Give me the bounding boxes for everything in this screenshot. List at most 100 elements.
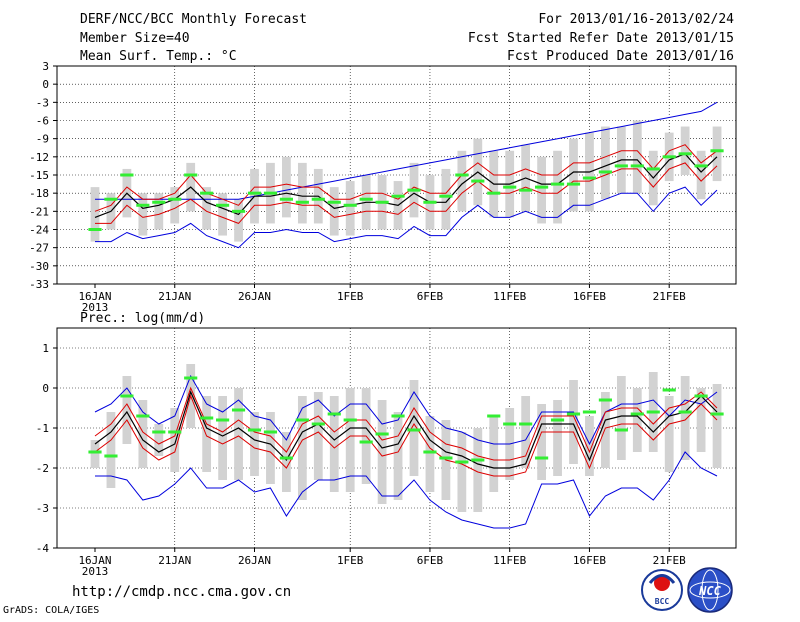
observed-marker [710, 149, 724, 153]
plot-frame [56, 327, 737, 549]
x-year-label: 2013 [82, 565, 109, 578]
ensemble-box [409, 380, 419, 476]
ensemble-box [234, 388, 243, 480]
x-tick-label: 21JAN [158, 290, 191, 303]
y-tick-label: -12 [29, 151, 49, 164]
observed-marker [200, 416, 214, 420]
grads-credit: GrADS: COLA/IGES [3, 605, 99, 616]
y-tick-label: -15 [29, 169, 49, 182]
ensemble-box [696, 388, 706, 452]
y-tick-label: -33 [29, 278, 49, 291]
x-tick-label: 16JAN [78, 554, 111, 567]
ensemble-box [345, 181, 355, 236]
observed-marker [503, 422, 517, 426]
ensemble-box [170, 187, 180, 224]
x-tick-label: 1FEB [337, 554, 364, 567]
observed-marker [423, 200, 437, 204]
observed-marker [662, 388, 676, 392]
ensemble-box [202, 187, 212, 230]
observed-marker [295, 200, 309, 204]
observed-marker [630, 164, 644, 168]
observed-marker [550, 182, 565, 186]
y-tick-label: -30 [29, 260, 49, 273]
observed-marker [614, 164, 628, 168]
ensemble-box [632, 388, 642, 452]
ensemble-box [202, 396, 212, 472]
ensemble-box [680, 126, 690, 175]
ensemble-box [138, 400, 148, 468]
ensemble-box [585, 416, 594, 476]
ensemble-box [122, 376, 132, 444]
y-tick-label: 3 [42, 60, 49, 73]
ensemble-box [712, 126, 722, 182]
ensemble-box [297, 396, 307, 500]
ensemble-box [569, 380, 578, 464]
ensemble-box [138, 193, 148, 236]
observed-marker [104, 197, 118, 201]
observed-marker [247, 191, 262, 195]
observed-marker [535, 456, 549, 460]
y-tick-label: 0 [42, 78, 49, 91]
y-tick-label: -21 [29, 205, 49, 218]
x-tick-label: 21JAN [158, 554, 191, 567]
observed-marker [216, 203, 230, 207]
variable-label: Mean Surf. Temp.: °C [80, 49, 237, 64]
observed-marker [279, 197, 293, 201]
observed-marker [343, 418, 357, 422]
ensemble-box [282, 156, 291, 218]
observed-marker [231, 209, 246, 213]
observed-marker [519, 188, 533, 192]
observed-marker [375, 200, 389, 204]
ensemble-box [329, 396, 339, 492]
ensemble-box [441, 168, 451, 230]
ensemble-box [154, 193, 164, 230]
forecast-started-date: Fcst Started Refer Date 2013/01/15 [468, 31, 734, 46]
precip-panel-title: Prec.: log(mm/d) [80, 311, 205, 326]
observed-marker [646, 410, 660, 414]
observed-marker [662, 155, 676, 159]
y-tick-label: -18 [29, 187, 49, 200]
ensemble-box [632, 120, 642, 194]
observed-marker [120, 173, 134, 177]
observed-marker [439, 456, 453, 460]
observed-marker [327, 412, 341, 416]
precipitation-panel: 1 0 -1 -2 -3 -4 16JAN 21JAN 26JAN 1FEB 6FEB 11FEB 16… [36, 327, 737, 578]
x-tick-label: 16FEB [573, 290, 606, 303]
x-tick-label: 16JAN [78, 290, 111, 303]
ensemble-box [329, 187, 339, 236]
ncc-logo: NCC [687, 567, 733, 613]
observed-marker [263, 191, 278, 195]
x-tick-label: 11FEB [493, 554, 526, 567]
svg-text:BCC: BCC [655, 597, 670, 606]
ensemble-box [601, 126, 610, 200]
observed-marker [88, 450, 102, 454]
observed-marker [455, 173, 469, 177]
observed-marker [487, 414, 501, 418]
ensemble-box [170, 408, 180, 472]
y-tick-label: 1 [42, 342, 49, 355]
y-tick-label: -6 [36, 115, 49, 128]
ensemble-box [553, 400, 562, 476]
y-tick-label: -3 [36, 502, 49, 515]
observed-marker [136, 203, 150, 207]
observed-marker [152, 200, 166, 204]
observed-marker [550, 418, 565, 422]
ensemble-box [90, 187, 100, 242]
ensemble-box [154, 424, 164, 456]
observed-marker [200, 191, 214, 195]
x-year-label: 2013 [82, 301, 109, 314]
series-line-ensemble-min [95, 451, 718, 529]
y-tick-label: -1 [36, 422, 49, 435]
observed-marker [471, 179, 485, 183]
member-size-label: Member Size=40 [80, 31, 190, 46]
observed-marker [519, 422, 533, 426]
observed-marker [678, 152, 692, 156]
ensemble-box [282, 432, 291, 492]
observed-marker [535, 185, 549, 189]
observed-marker [455, 460, 469, 464]
ensemble-box [712, 384, 722, 468]
observed-marker [168, 197, 182, 201]
forecast-period: For 2013/01/16-2013/02/24 [538, 12, 734, 27]
